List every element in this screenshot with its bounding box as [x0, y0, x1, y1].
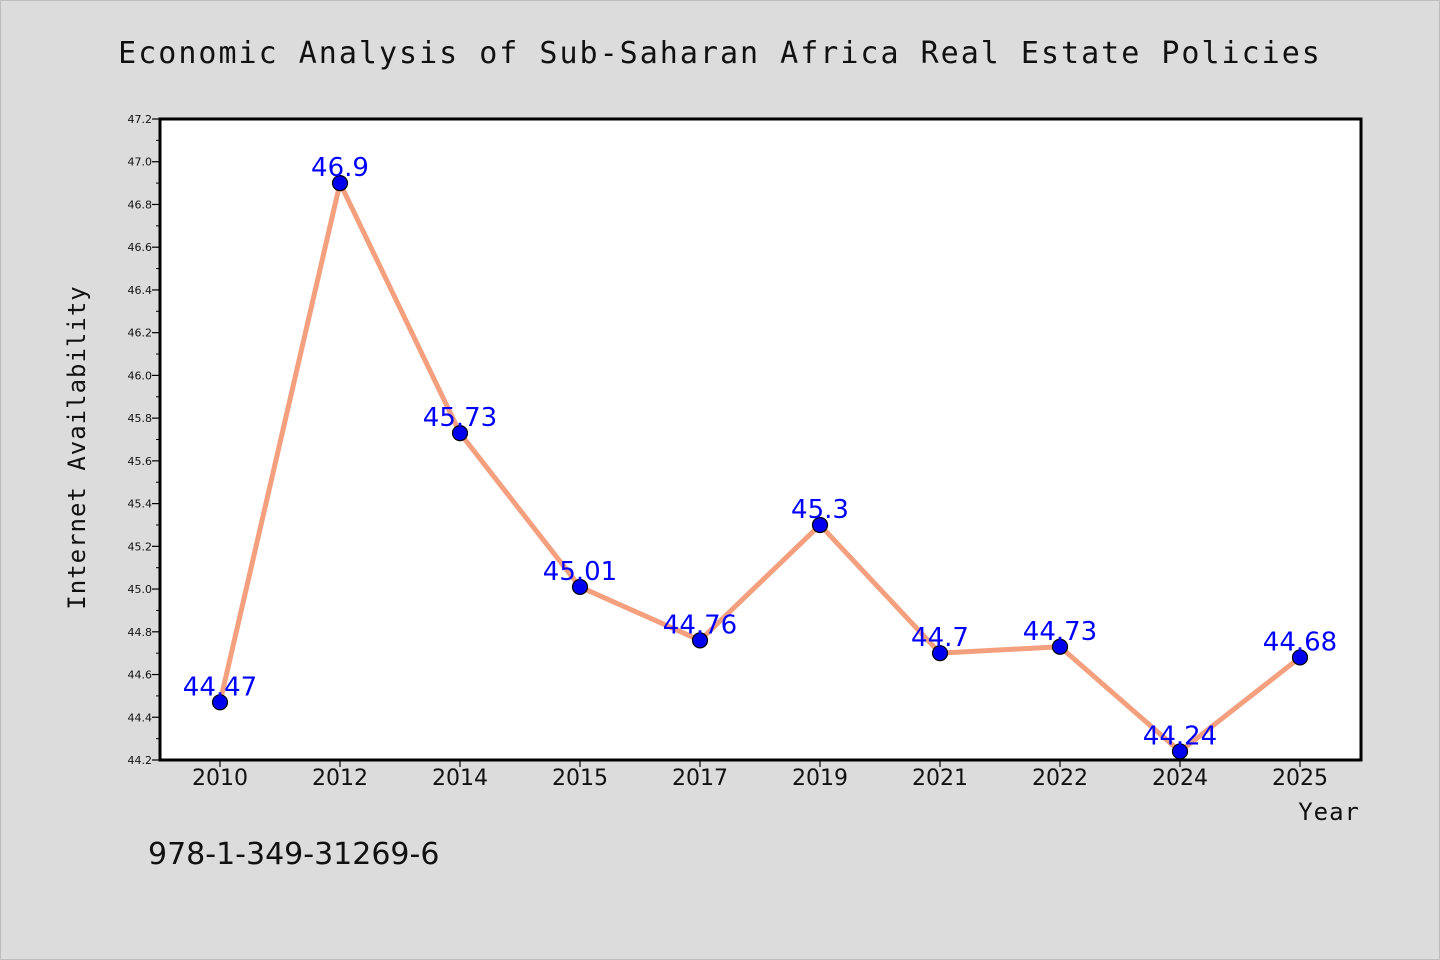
- data-label: 45.3: [791, 495, 849, 525]
- x-tick-label: 2014: [432, 766, 488, 791]
- x-tick-label: 2021: [912, 766, 968, 791]
- data-labels: 44.47 46.9 45.73 45.01 44.76 45.3 44.7 44.73 44.…: [183, 153, 1337, 751]
- data-label: 44.68: [1263, 627, 1337, 657]
- y-axis-label: Internet Availability: [63, 285, 91, 609]
- y-axis: 44.2 44.4 44.6 44.8 45.0 45.2 45.4 45.6 45.8 46.0…: [128, 113, 160, 767]
- data-point: [451, 424, 469, 442]
- data-point: [1051, 638, 1069, 655]
- y-tick-label: 44.6: [128, 669, 153, 682]
- y-tick-label: 45.8: [128, 412, 153, 425]
- data-label: 46.9: [311, 153, 369, 183]
- x-tick-label: 2010: [192, 766, 248, 791]
- data-point: [211, 694, 229, 711]
- x-tick-label: 2017: [672, 766, 728, 791]
- chart-title: Economic Analysis of Sub-Saharan Africa …: [118, 36, 1322, 71]
- y-tick-label: 46.6: [128, 241, 153, 254]
- data-point: [331, 175, 349, 192]
- data-label: 44.7: [911, 623, 969, 653]
- x-axis: 2010 2012 2014 2015 2017 2019 2021 2022 2024 2025: [192, 760, 1328, 791]
- data-label: 44.73: [1023, 617, 1097, 647]
- y-tick-label: 47.2: [128, 113, 153, 126]
- footer-code: 978-1-349-31269-6: [148, 837, 439, 872]
- x-tick-label: 2022: [1032, 766, 1088, 791]
- x-tick-label: 2015: [552, 766, 608, 791]
- data-label: 45.01: [543, 557, 617, 587]
- y-tick-label: 44.8: [128, 626, 153, 639]
- y-tick-label: 45.2: [128, 540, 153, 553]
- y-tick-label: 46.8: [128, 198, 153, 211]
- data-point: [931, 645, 949, 662]
- x-tick-label: 2025: [1272, 766, 1328, 791]
- plot-area: [158, 117, 1363, 762]
- y-tick-label: 44.4: [128, 711, 153, 724]
- data-point: [811, 516, 829, 534]
- data-point: [571, 578, 589, 596]
- x-tick-label: 2024: [1152, 766, 1208, 791]
- series-line: [217, 180, 1303, 754]
- data-label: 44.76: [663, 610, 737, 640]
- x-tick-label: 2019: [792, 766, 848, 791]
- y-tick-label: 45.4: [128, 498, 153, 511]
- data-point: [1291, 649, 1309, 666]
- data-point: [691, 632, 709, 649]
- data-label: 44.47: [183, 672, 257, 702]
- x-axis-label: Year: [1298, 798, 1360, 826]
- y-tick-label: 45.6: [128, 455, 153, 468]
- y-tick-label: 44.2: [128, 754, 153, 767]
- data-label: 44.24: [1143, 721, 1217, 751]
- y-tick-label: 45.0: [128, 583, 153, 596]
- series-layer: [211, 175, 1309, 760]
- data-label: 45.73: [423, 403, 497, 433]
- y-tick-label: 47.0: [128, 156, 153, 169]
- y-tick-label: 46.0: [128, 369, 153, 382]
- data-point: [1171, 743, 1189, 760]
- y-tick-label: 46.2: [128, 327, 153, 340]
- x-tick-label: 2012: [312, 766, 368, 791]
- y-tick-label: 46.4: [128, 284, 153, 297]
